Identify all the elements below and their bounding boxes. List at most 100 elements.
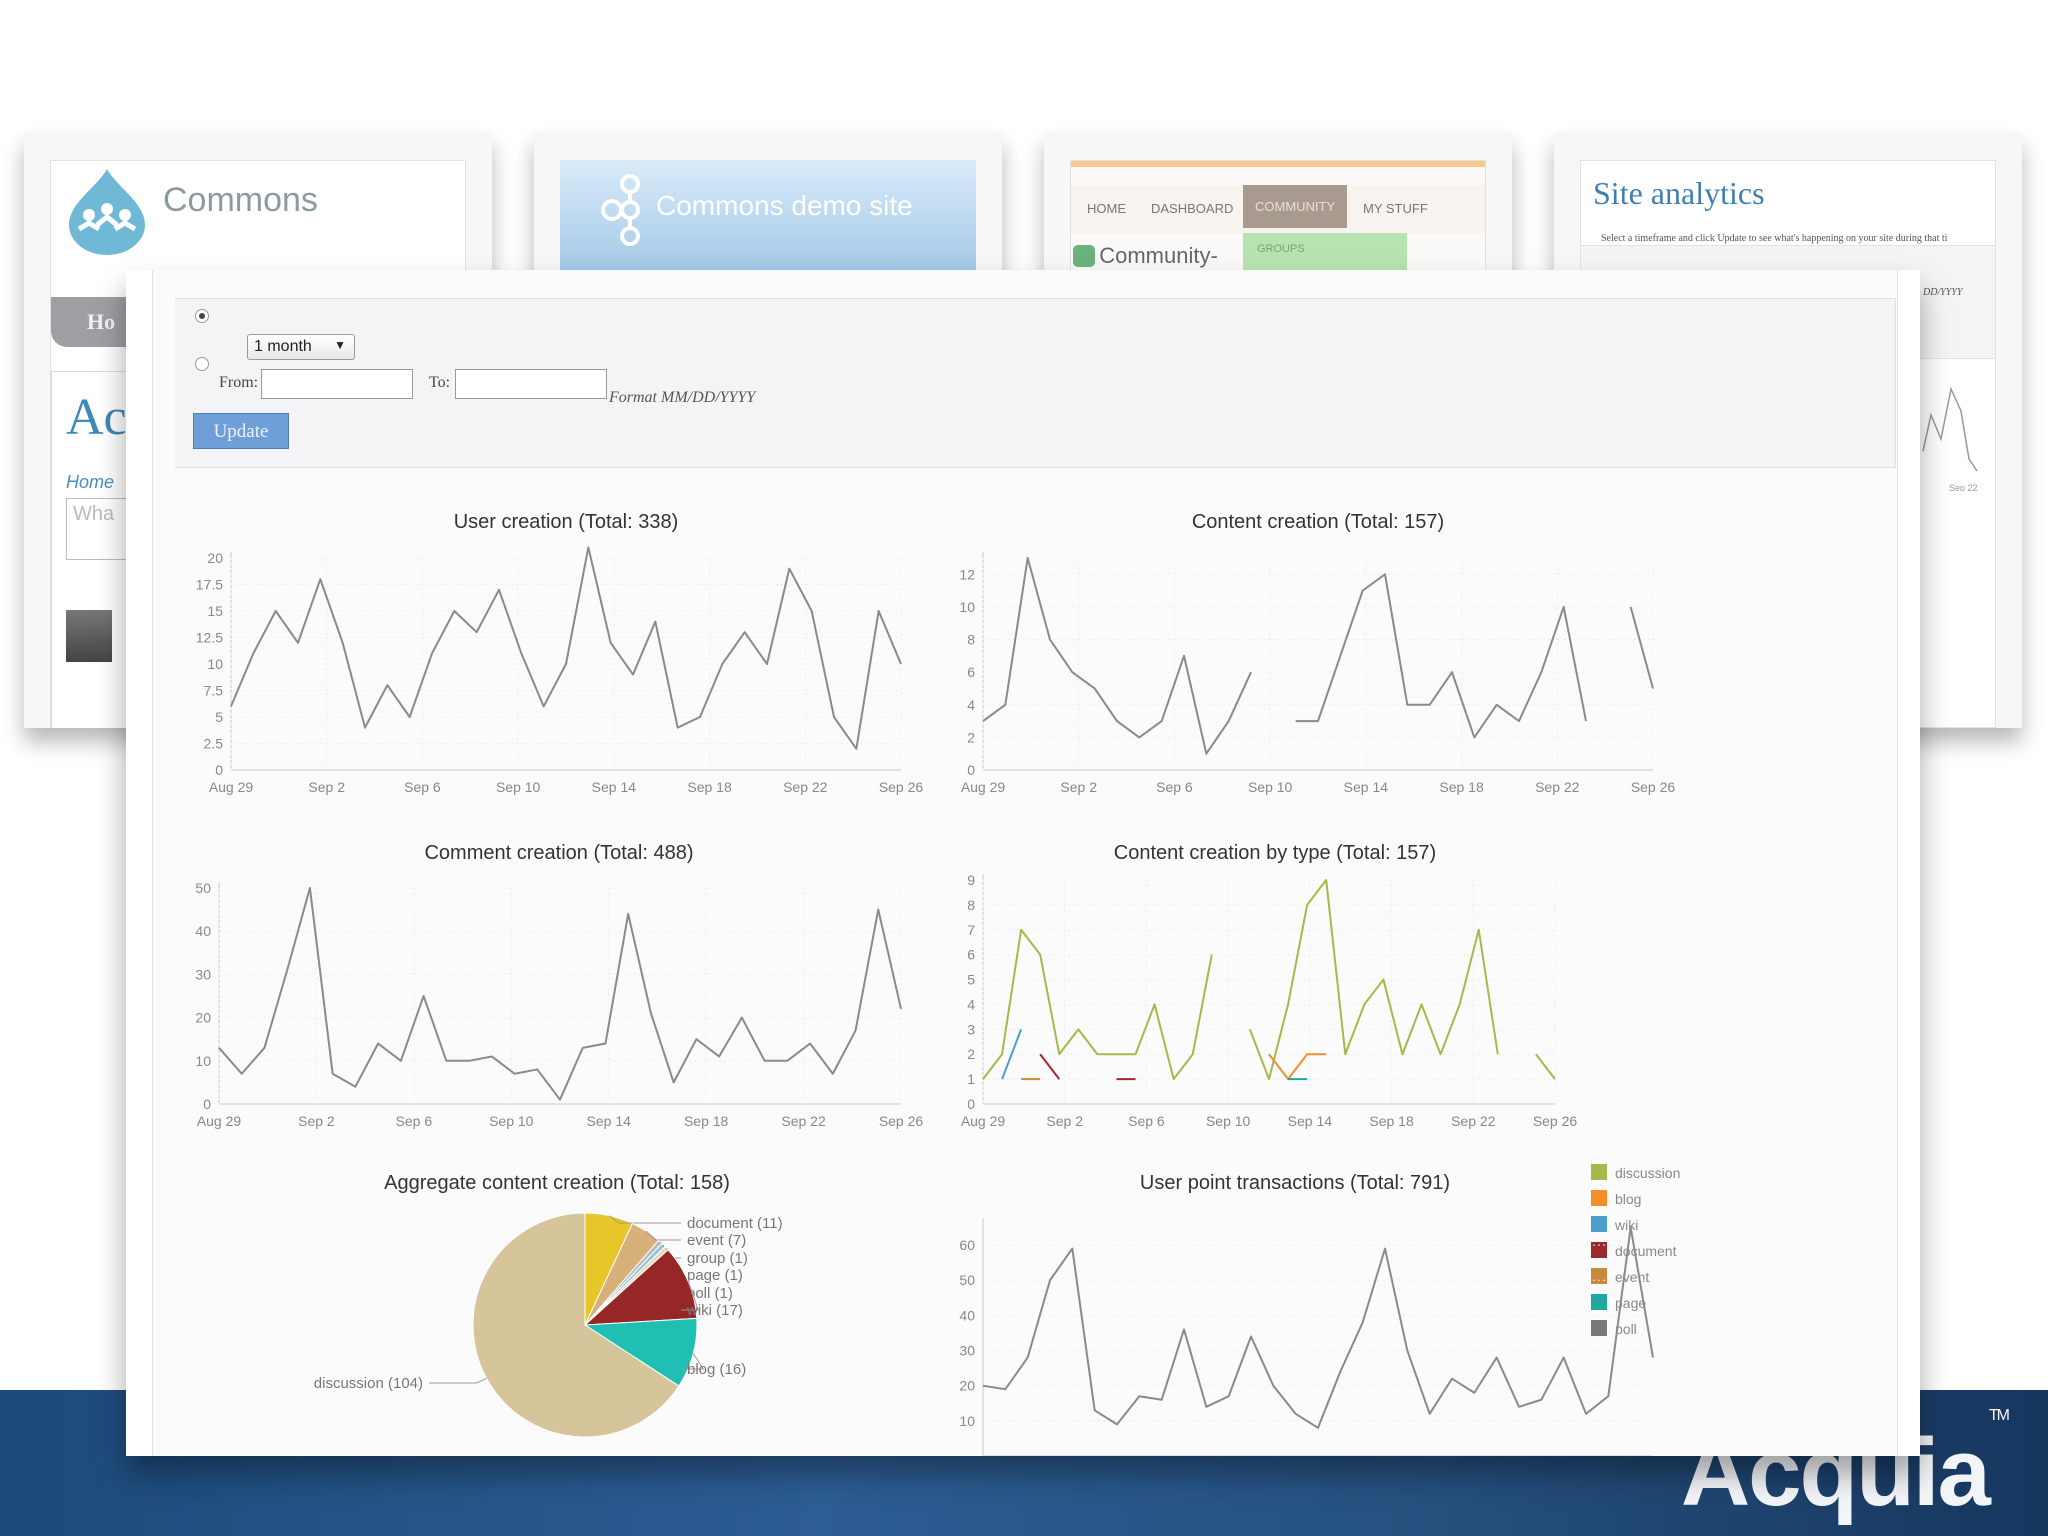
pie-label-line	[681, 1353, 705, 1370]
x-tick-label: Aug 29	[961, 1113, 1006, 1129]
x-tick-label: Sep 10	[1248, 779, 1293, 795]
y-tick-label: 20	[959, 1378, 975, 1394]
chevron-down-icon: ▼	[334, 338, 346, 352]
x-tick-label: Sep 2	[308, 779, 345, 795]
to-date-input[interactable]	[455, 369, 607, 399]
analytics-format-hint: DD/YYYY	[1923, 287, 1963, 298]
radio-date-range[interactable]	[195, 357, 209, 371]
charts-area: User creation (Total: 338)02.557.51012.5…	[195, 511, 1680, 1456]
period-select[interactable]: 1 month ▼	[247, 334, 355, 360]
series-line	[1039, 1053, 1061, 1080]
x-tick-label: Sep 10	[1206, 1113, 1251, 1129]
y-tick-label: 0	[215, 762, 223, 778]
series-line	[1001, 1028, 1023, 1080]
series-line	[982, 1226, 1654, 1429]
nav-item-community[interactable]: COMMUNITY	[1243, 185, 1348, 228]
pie-label-line	[429, 1377, 487, 1384]
x-tick-label: Sep 6	[1156, 779, 1193, 795]
pie-label-line	[681, 1281, 699, 1311]
x-tick-label: Sep 26	[1533, 1113, 1578, 1129]
pie-label: group (1)	[687, 1250, 748, 1267]
radio-period[interactable]	[195, 309, 209, 323]
series-line	[1295, 573, 1587, 739]
legend-swatch	[1591, 1294, 1607, 1310]
from-label: From:	[219, 374, 259, 391]
legend-swatch	[1591, 1190, 1607, 1206]
x-tick-label: Aug 29	[209, 779, 254, 795]
pie-label: discussion (104)	[314, 1375, 423, 1392]
pie-slice	[583, 1317, 698, 1387]
x-tick-label: Sep 2	[1060, 779, 1097, 795]
update-button[interactable]: Update	[193, 413, 289, 449]
date-format-hint: Format MM/DD/YYYY	[609, 389, 756, 406]
y-tick-label: 17.5	[196, 577, 223, 593]
x-tick-label: Sep 22	[781, 1113, 826, 1129]
y-tick-label: 0	[967, 762, 975, 778]
legend-label: discussion	[1615, 1165, 1680, 1181]
series-line	[230, 546, 902, 750]
commons-heading: Ac	[66, 389, 127, 446]
community-icon	[1073, 245, 1095, 267]
analytics-title: Site analytics	[1593, 175, 1765, 211]
series-line	[218, 887, 902, 1101]
accent-bar	[1071, 161, 1485, 167]
pie-label-line	[645, 1230, 681, 1241]
pie-label: poll (1)	[687, 1285, 733, 1302]
legend-swatch	[1591, 1242, 1607, 1258]
chart-title: Comment creation (Total: 488)	[424, 842, 693, 864]
y-tick-label: 2	[967, 729, 975, 745]
y-tick-label: 20	[195, 1010, 211, 1026]
x-tick-label: Sep 14	[1344, 779, 1389, 795]
pie-label: document (11)	[687, 1215, 783, 1232]
pie-label-line	[609, 1215, 681, 1224]
y-tick-label: 40	[959, 1307, 975, 1323]
analytics-description: Select a timeframe and click Update to s…	[1601, 233, 1948, 244]
x-tick-label: Sep 18	[684, 1113, 729, 1129]
y-tick-label: 60	[959, 1237, 975, 1253]
legend-swatch	[1591, 1164, 1607, 1180]
x-tick-label: Sep 6	[404, 779, 441, 795]
y-tick-label: 3	[967, 1021, 975, 1037]
community-nav-bar: HOME DASHBOARD COMMUNITY MY STUFF	[1071, 185, 1485, 233]
y-tick-label: 6	[967, 947, 975, 963]
demo-site-title: Commons demo site	[656, 190, 913, 221]
y-tick-label: 2.5	[204, 736, 224, 752]
series-line	[1268, 1053, 1327, 1081]
commons-logo-icon	[69, 169, 145, 255]
y-tick-label: 0	[203, 1096, 211, 1112]
legend-label: event	[1615, 1269, 1649, 1285]
chart-title: User creation (Total: 338)	[454, 511, 679, 533]
community-title: Community-	[1073, 243, 1218, 269]
breadcrumb[interactable]: Home	[66, 472, 115, 492]
nav-item-dashboard[interactable]: DASHBOARD	[1151, 201, 1234, 216]
x-tick-label: Aug 29	[961, 779, 1006, 795]
y-tick-label: 6	[967, 664, 975, 680]
y-tick-label: 8	[967, 897, 975, 913]
legend-label: poll	[1615, 1321, 1637, 1337]
legend-label: document	[1615, 1243, 1677, 1259]
from-date-input[interactable]	[261, 369, 413, 399]
x-tick-label: Sep 26	[1631, 779, 1676, 795]
series-line	[982, 928, 1213, 1081]
pie-label: event (7)	[687, 1232, 746, 1249]
y-tick-label: 2	[967, 1046, 975, 1062]
x-tick-label: Sep 18	[1369, 1113, 1414, 1129]
y-tick-label: 20	[207, 550, 223, 566]
nav-item-my-stuff[interactable]: MY STUFF	[1363, 201, 1428, 216]
analytics-window: 1 month ▼ From: To: Format MM/DD/YYYY Upd…	[126, 270, 1920, 1456]
x-tick-label: Sep 10	[489, 1113, 534, 1129]
series-line	[1629, 606, 1654, 689]
nav-item-home[interactable]: HOME	[1087, 201, 1126, 216]
commons-logo-text: Commons	[163, 181, 318, 219]
pie-label: blog (16)	[687, 1361, 746, 1378]
nav-home-link[interactable]: Ho	[87, 309, 116, 334]
x-tick-label: Sep 2	[298, 1113, 335, 1129]
analytics-mini-chart: Sep 22	[1922, 386, 1978, 491]
y-tick-label: 12	[959, 566, 975, 582]
x-tick-label: Sep 18	[1439, 779, 1484, 795]
submenu-item-groups[interactable]: GROUPS	[1243, 233, 1407, 273]
x-tick-label: Sep 26	[879, 1113, 924, 1129]
x-tick-label: Sep 22	[783, 779, 828, 795]
x-tick-label: Sep 18	[687, 779, 732, 795]
drupal-gardens-icon	[601, 174, 640, 246]
